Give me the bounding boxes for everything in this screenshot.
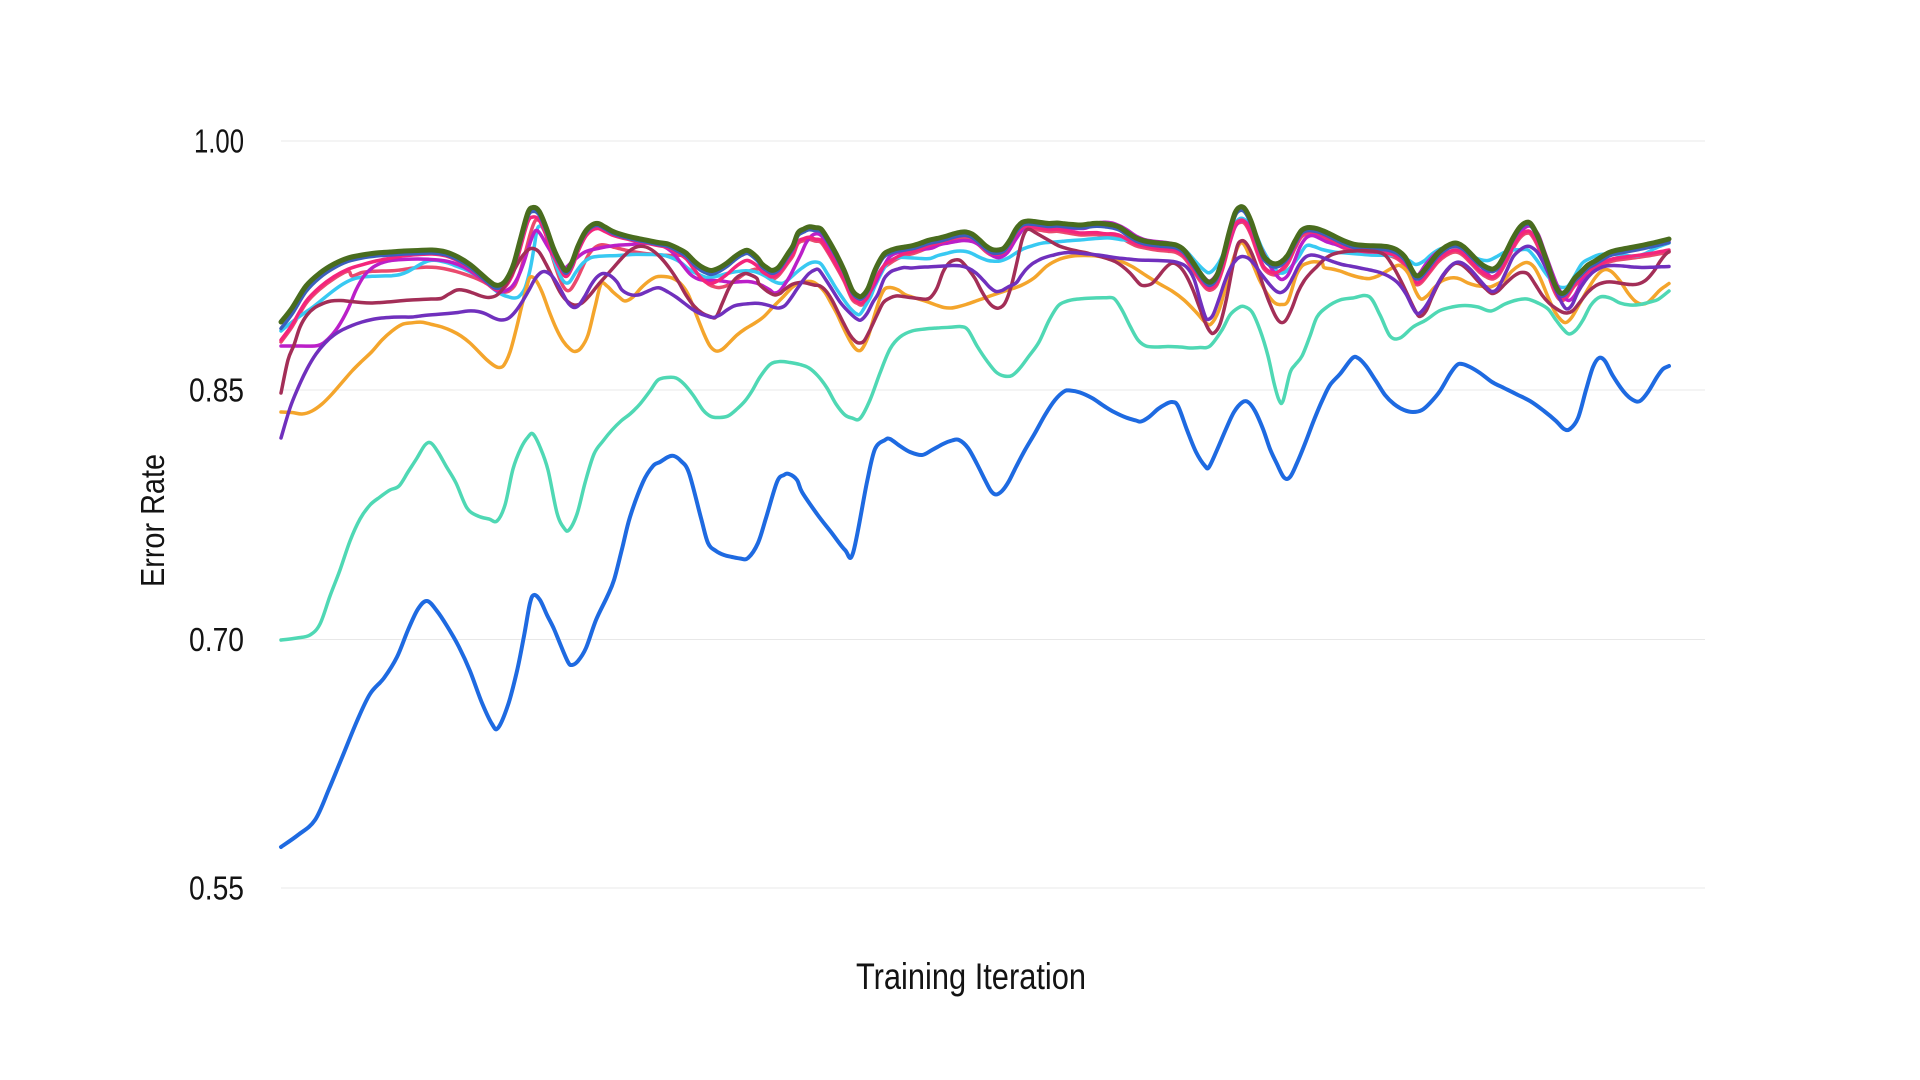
svg-text:0.55: 0.55 <box>189 870 244 907</box>
svg-text:0.85: 0.85 <box>189 372 244 409</box>
svg-text:1.00: 1.00 <box>194 123 244 160</box>
svg-text:Training Iteration: Training Iteration <box>856 956 1086 997</box>
svg-text:Error Rate: Error Rate <box>134 454 171 587</box>
svg-text:0.70: 0.70 <box>189 621 244 658</box>
